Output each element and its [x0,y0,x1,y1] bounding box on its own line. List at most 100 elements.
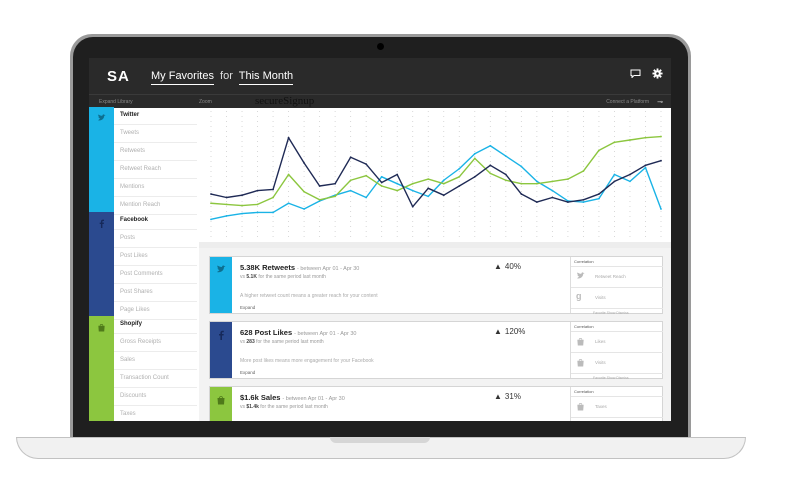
sidebar-item-post-comments[interactable]: Post Comments [114,266,197,284]
data-point[interactable] [365,196,368,199]
data-point[interactable] [504,179,507,182]
data-point[interactable] [458,167,461,170]
data-point[interactable] [442,179,445,182]
data-point[interactable] [427,195,430,198]
data-point[interactable] [241,212,243,215]
line-chart[interactable] [199,107,671,242]
sidebar-item-mention-reach[interactable]: Mention Reach [114,197,197,215]
card-actions[interactable]: Favorite Show Dismiss [593,376,629,380]
data-point[interactable] [644,164,647,167]
series-line-1[interactable] [210,135,662,207]
data-point[interactable] [225,203,228,206]
data-point[interactable] [582,201,585,203]
data-point[interactable] [287,202,290,205]
data-point[interactable] [489,164,492,167]
favorites-dropdown[interactable]: My Favorites [151,70,214,85]
data-point[interactable] [318,198,321,201]
series-line-2[interactable] [210,137,662,208]
data-point[interactable] [210,202,212,205]
chat-icon[interactable] [630,69,641,78]
data-point[interactable] [473,152,476,155]
data-point[interactable] [272,211,274,214]
sidebar-item-retweet-reach[interactable]: Retweet Reach [114,161,197,179]
data-point[interactable] [272,188,274,191]
data-point[interactable] [287,173,290,176]
sidebar-item-sales[interactable]: Sales [114,352,197,370]
data-point[interactable] [396,189,399,192]
data-point[interactable] [520,165,523,168]
sidebar-item-posts[interactable]: Posts [114,230,197,248]
data-point[interactable] [256,189,259,192]
series-line-0[interactable] [210,145,662,221]
data-point[interactable] [598,197,600,200]
data-point[interactable] [380,175,383,178]
sidebar-item-discounts[interactable]: Discounts [114,388,197,406]
connect-platform-link[interactable]: Connect a Platform [606,99,649,105]
data-point[interactable] [303,190,306,193]
insight-card-retweets[interactable]: 5.38K Retweets - between Apr 01 - Apr 30… [209,256,663,315]
logo[interactable]: SA [107,68,130,85]
sidebar-item-taxes[interactable]: Taxes [114,406,197,421]
data-point[interactable] [349,189,352,192]
expand-link[interactable]: Expand [240,370,256,375]
data-point[interactable] [411,205,414,208]
data-point[interactable] [504,173,507,176]
data-point[interactable] [349,179,352,182]
data-point[interactable] [504,155,507,157]
data-point[interactable] [520,193,523,195]
correlation-row[interactable]: g Visits [571,288,663,309]
correlation-row[interactable]: Visits [571,353,663,374]
data-point[interactable] [365,163,368,166]
data-point[interactable] [566,201,569,203]
expand-link[interactable]: Expand [240,305,256,310]
correlation-row[interactable]: Likes [571,332,663,353]
data-point[interactable] [411,182,414,185]
data-point[interactable] [520,182,523,185]
data-point[interactable] [303,162,306,164]
card-actions[interactable]: Favorite Show Dismiss [593,311,629,315]
data-point[interactable] [458,175,461,178]
data-point[interactable] [660,135,662,138]
data-point[interactable] [210,193,212,195]
data-point[interactable] [396,173,399,176]
sidebar-item-tweets[interactable]: Tweets [114,125,197,143]
data-point[interactable] [427,187,430,190]
data-point[interactable] [241,204,243,207]
date-range-dropdown[interactable]: This Month [238,70,294,85]
sidebar-item-facebook[interactable]: Facebook [114,212,197,230]
sidebar-item-retweets[interactable]: Retweets [114,143,197,161]
data-point[interactable] [225,215,228,217]
data-point[interactable] [272,196,274,199]
plug-icon[interactable]: ⊸ [657,99,663,106]
sidebar-item-post-likes[interactable]: Post Likes [114,248,197,266]
data-point[interactable] [334,182,337,185]
gear-icon[interactable] [652,68,663,79]
data-point[interactable] [535,201,538,203]
data-point[interactable] [210,218,212,221]
data-point[interactable] [442,182,445,185]
data-point[interactable] [287,136,290,139]
data-point[interactable] [473,157,476,160]
data-point[interactable] [551,180,554,183]
data-point[interactable] [613,180,616,183]
data-point[interactable] [489,144,492,147]
data-point[interactable] [629,180,631,183]
data-point[interactable] [442,194,445,197]
insight-card-sales[interactable]: $1.6k Sales - between Apr 01 - Apr 30 vs… [209,386,663,421]
data-point[interactable] [598,193,600,195]
data-point[interactable] [241,194,243,197]
data-point[interactable] [598,149,600,152]
correlation-row[interactable]: Retweet Reach [571,267,663,288]
data-point[interactable] [582,170,585,172]
data-point[interactable] [613,141,616,144]
sidebar-item-page-likes[interactable]: Page Likes [114,302,197,320]
sidebar-item-post-shares[interactable]: Post Shares [114,284,197,302]
data-point[interactable] [396,182,399,185]
data-point[interactable] [473,175,476,178]
sidebar-item-shopify[interactable]: Shopify [114,316,197,334]
data-point[interactable] [303,208,306,210]
expand-library-link[interactable]: Expand Library [99,99,133,105]
data-point[interactable] [318,185,321,187]
data-point[interactable] [582,198,585,201]
sidebar-item-mentions[interactable]: Mentions [114,179,197,197]
